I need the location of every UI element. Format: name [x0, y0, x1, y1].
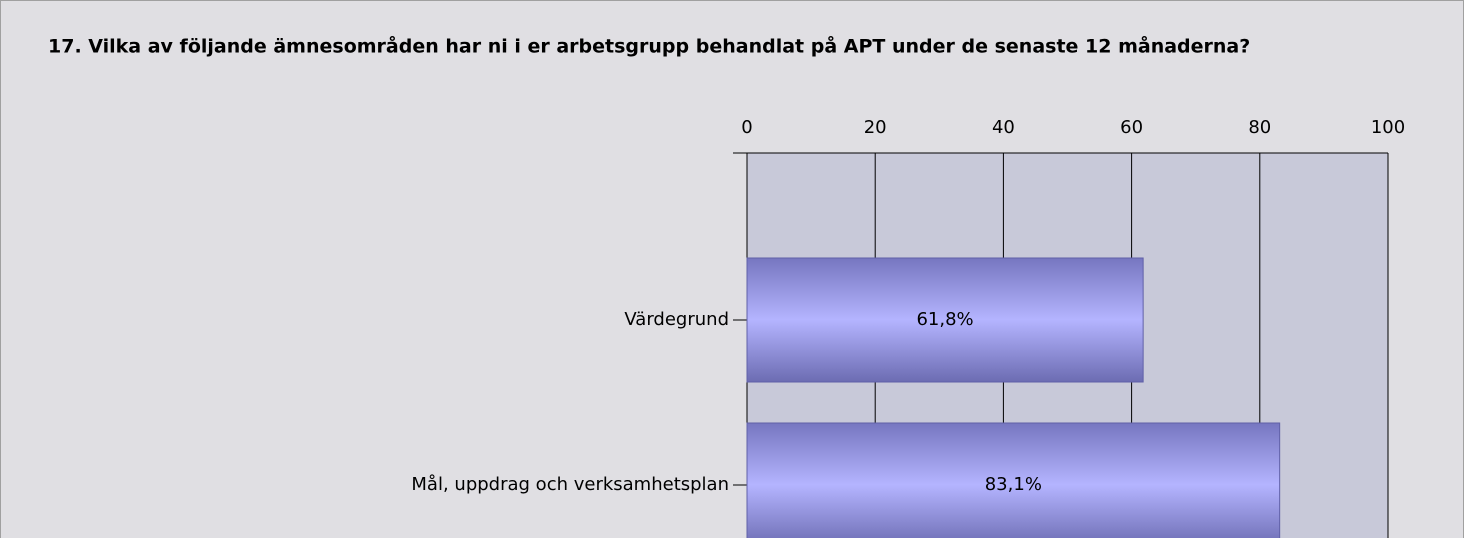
- bar: [746, 257, 1144, 383]
- x-tick-label: 60: [1120, 117, 1143, 138]
- x-tick-label: 20: [864, 117, 887, 138]
- x-tick-label: 40: [992, 117, 1015, 138]
- bar: [746, 422, 1281, 538]
- data-label: 83,1%: [985, 474, 1042, 495]
- y-tick-label: Mål, uppdrag och verksamhetsplan: [411, 474, 729, 495]
- chart-title: 17. Vilka av följande ämnesområden har n…: [48, 34, 1250, 58]
- data-label: 61,8%: [916, 309, 973, 330]
- x-tick-label: 100: [1371, 117, 1405, 138]
- y-tick-label: Värdegrund: [624, 309, 729, 330]
- x-tick-label: 80: [1248, 117, 1271, 138]
- x-tick-label: 0: [741, 117, 752, 138]
